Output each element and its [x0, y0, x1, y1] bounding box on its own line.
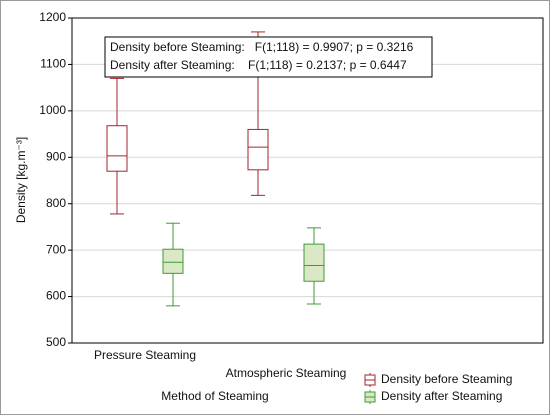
y-tick-label: 800 [46, 196, 66, 210]
x-axis-label: Method of Steaming [161, 389, 268, 403]
box [303, 243, 325, 282]
annotation: Density before Steaming: F(1;118) = 0.99… [110, 40, 414, 54]
box [106, 125, 128, 172]
legend-label: Density after Steaming [381, 389, 502, 403]
annotation: Density after Steaming: F(1;118) = 0.213… [110, 58, 407, 72]
box [247, 128, 269, 171]
x-tick-label: Atmospheric Steaming [226, 366, 347, 380]
plot-frame [71, 17, 544, 344]
y-axis-label: Density [kg.m⁻³] [14, 137, 28, 223]
annotation-box [104, 36, 433, 78]
x-tick-label: Pressure Steaming [94, 348, 196, 362]
y-tick-label: 900 [46, 149, 66, 163]
y-tick-label: 700 [46, 242, 66, 256]
y-tick-label: 600 [46, 289, 66, 303]
y-tick-label: 1100 [40, 57, 66, 71]
y-tick-label: 1000 [39, 103, 66, 117]
y-tick-label: 500 [46, 335, 66, 349]
y-tick-label: 1200 [39, 10, 66, 24]
legend-label: Density before Steaming [381, 372, 512, 386]
box [162, 248, 184, 274]
